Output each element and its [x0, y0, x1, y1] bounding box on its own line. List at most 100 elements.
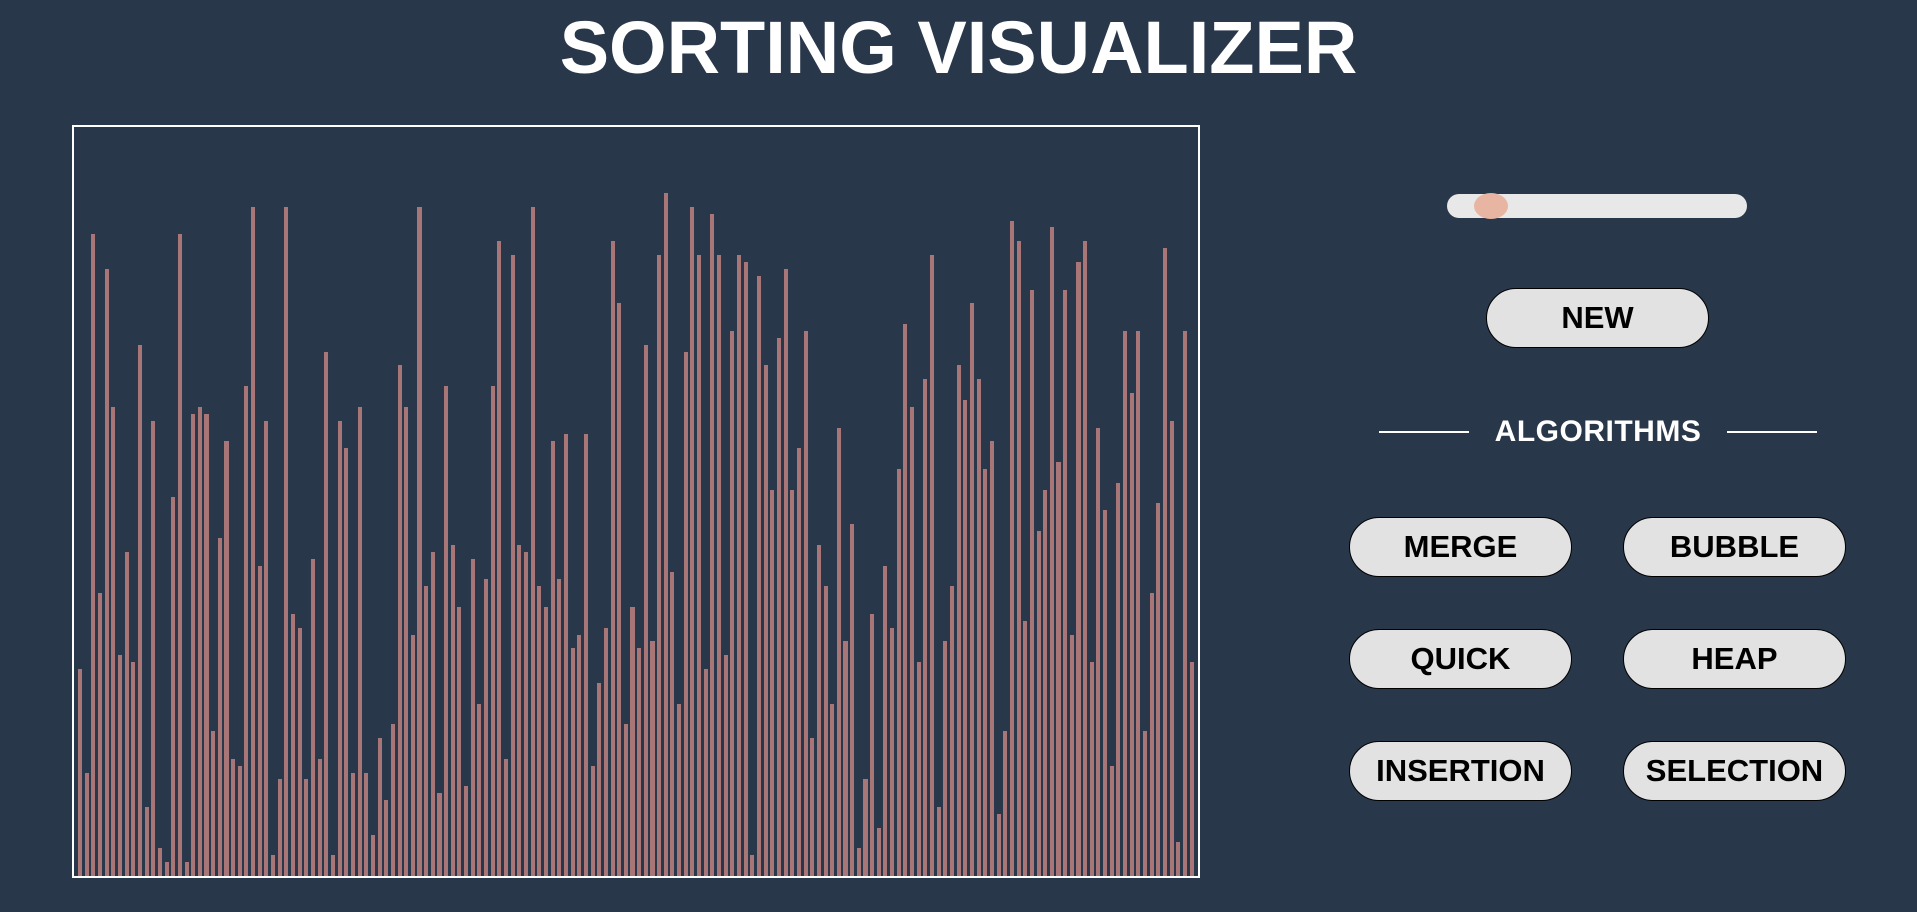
array-bar — [404, 406, 409, 876]
array-bar — [464, 786, 469, 876]
array-bar — [770, 489, 775, 876]
bubble-sort-button[interactable]: BUBBLE — [1623, 517, 1846, 577]
array-bar — [617, 303, 622, 876]
array-size-slider[interactable] — [1447, 194, 1747, 218]
array-bar — [1116, 482, 1121, 876]
array-bar — [650, 641, 655, 876]
array-bar — [457, 606, 462, 876]
array-bar — [124, 551, 129, 876]
array-bar — [1129, 393, 1134, 876]
array-bar — [111, 406, 116, 876]
array-bar — [783, 268, 788, 876]
array-bar — [131, 662, 136, 876]
array-bar — [1096, 427, 1101, 876]
array-bar — [390, 724, 395, 876]
array-bar — [424, 586, 429, 876]
array-bar — [1176, 841, 1181, 876]
array-bar — [710, 213, 715, 876]
array-bar — [324, 351, 329, 876]
array-bar — [191, 413, 196, 876]
array-bar — [890, 627, 895, 876]
array-bar — [330, 855, 335, 876]
array-bar — [790, 489, 795, 876]
array-bar — [896, 468, 901, 876]
heading-divider-right — [1727, 431, 1818, 433]
array-bar — [397, 365, 402, 876]
array-bar — [1182, 330, 1187, 876]
array-bar — [184, 862, 189, 876]
array-bar — [450, 544, 455, 876]
array-bar — [237, 765, 242, 876]
array-display — [72, 125, 1200, 878]
array-bar — [144, 807, 149, 876]
array-bar — [863, 779, 868, 876]
array-bar — [823, 586, 828, 876]
array-bar — [623, 724, 628, 876]
array-bar — [91, 234, 96, 876]
array-bar — [550, 441, 555, 876]
array-bar — [903, 324, 908, 876]
array-bar — [1109, 765, 1114, 876]
array-bar — [231, 758, 236, 876]
heading-divider-left — [1378, 431, 1469, 433]
array-bar — [1169, 420, 1174, 876]
array-bar — [956, 365, 961, 876]
array-bar — [490, 386, 495, 876]
heap-sort-button[interactable]: HEAP — [1623, 629, 1846, 689]
array-bar — [643, 344, 648, 876]
array-bar — [750, 855, 755, 876]
array-bar — [217, 537, 222, 876]
array-bar — [470, 558, 475, 876]
array-bar — [1083, 241, 1088, 876]
quick-sort-button[interactable]: QUICK — [1349, 629, 1572, 689]
array-bar — [883, 565, 888, 876]
array-bar — [384, 800, 389, 876]
insertion-sort-button[interactable]: INSERTION — [1349, 741, 1572, 801]
array-bar — [923, 379, 928, 876]
algorithms-heading-label: ALGORITHMS — [1494, 415, 1702, 448]
array-bar — [151, 420, 156, 876]
array-bar — [444, 386, 449, 876]
array-bar — [983, 468, 988, 876]
array-bar — [504, 758, 509, 876]
array-bar — [756, 275, 761, 876]
array-bar — [264, 420, 269, 876]
array-bar — [430, 551, 435, 876]
array-bar — [164, 862, 169, 876]
array-bar — [1029, 289, 1034, 876]
selection-sort-button[interactable]: SELECTION — [1623, 741, 1846, 801]
array-bar — [670, 572, 675, 876]
merge-sort-button[interactable]: MERGE — [1349, 517, 1572, 577]
array-bar — [211, 731, 216, 876]
array-bar — [97, 593, 103, 876]
array-bar — [317, 758, 322, 876]
array-bar — [969, 303, 974, 876]
array-bar — [1136, 330, 1141, 876]
array-bar — [510, 255, 515, 876]
array-bar — [157, 848, 162, 876]
new-array-button[interactable]: NEW — [1486, 288, 1709, 348]
array-bar — [517, 544, 522, 876]
array-bar — [690, 206, 695, 876]
array-bar — [1103, 510, 1108, 876]
array-bar — [1143, 731, 1148, 876]
array-bar — [736, 255, 742, 876]
array-bar — [337, 420, 342, 876]
array-bar — [850, 524, 855, 876]
array-bar — [803, 330, 808, 876]
array-bar — [417, 206, 422, 876]
array-bar — [297, 627, 302, 876]
array-bar — [177, 234, 182, 876]
array-bar — [137, 344, 142, 876]
array-bar — [830, 703, 835, 876]
array-bar — [697, 255, 702, 876]
array-bar — [1003, 731, 1008, 876]
array-bar — [590, 765, 595, 876]
array-bar — [1063, 289, 1068, 876]
array-bar — [703, 669, 708, 876]
array-bar — [291, 613, 296, 876]
array-bar — [1156, 503, 1161, 876]
array-bar — [870, 613, 875, 876]
array-bar — [577, 634, 582, 876]
array-bar — [1023, 620, 1028, 876]
